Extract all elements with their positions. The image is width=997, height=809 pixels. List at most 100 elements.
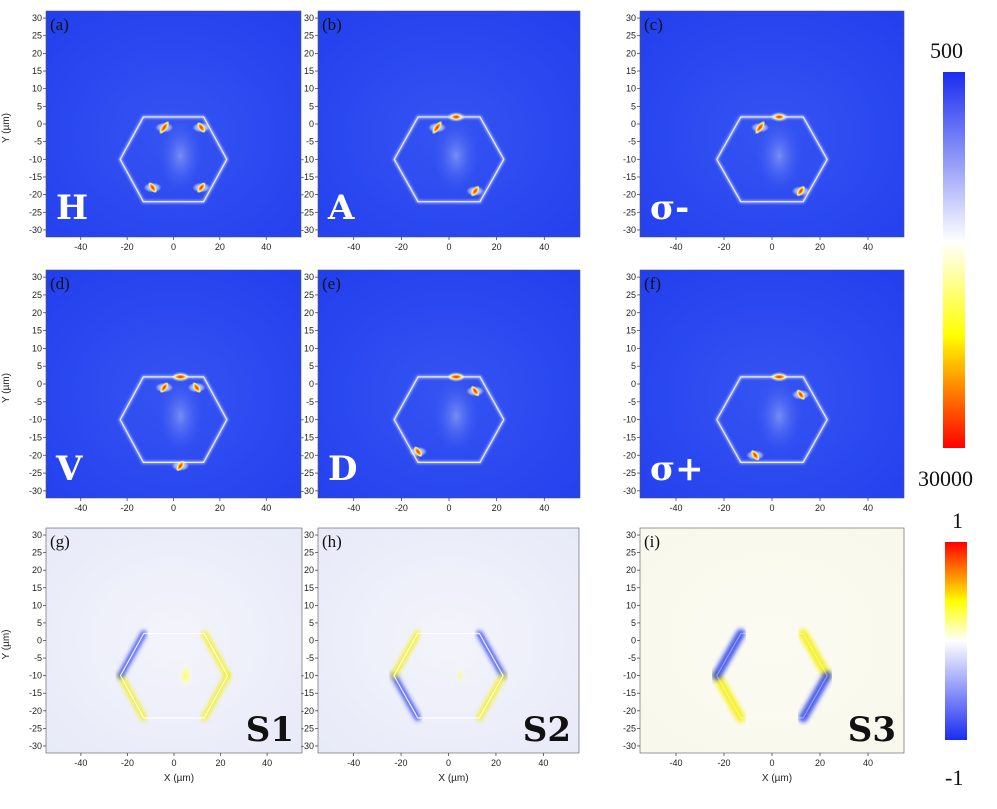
y-tick-label: 0 xyxy=(37,379,42,389)
x-tick-label: 0 xyxy=(446,758,451,768)
y-tick-label: 10 xyxy=(304,343,314,353)
x-axis-label: X (µm) xyxy=(164,773,194,784)
x-tick-label: 40 xyxy=(262,758,272,768)
hotspot xyxy=(192,381,202,394)
hexagon-edge xyxy=(119,632,229,719)
y-tick-label: 20 xyxy=(32,565,42,575)
x-tick-label: -40 xyxy=(347,503,360,513)
hotspot xyxy=(148,181,158,194)
y-tick-label: 20 xyxy=(304,48,314,58)
y-tick-label: 0 xyxy=(37,636,42,646)
y-tick-label: 5 xyxy=(631,361,636,371)
y-tick-label: 15 xyxy=(304,583,314,593)
y-tick-label: 0 xyxy=(309,636,314,646)
y-tick-label: -5 xyxy=(628,137,636,147)
hotspot xyxy=(772,113,786,120)
x-tick-label: -40 xyxy=(74,758,87,768)
y-tick-label: 20 xyxy=(304,565,314,575)
mode-label: σ+ xyxy=(650,449,704,489)
y-tick-label: 5 xyxy=(309,101,314,111)
x-tick-label: -20 xyxy=(121,242,134,252)
y-tick-label: 10 xyxy=(32,343,42,353)
y-tick-label: 0 xyxy=(309,119,314,129)
x-tick-label: 20 xyxy=(815,758,825,768)
y-tick-label: 25 xyxy=(626,31,636,41)
x-axis-label: X (µm) xyxy=(762,773,792,784)
hotspot xyxy=(159,120,170,135)
y-tick-label: 0 xyxy=(309,379,314,389)
panel-label: (c) xyxy=(644,15,663,34)
y-tick-label: -20 xyxy=(623,450,636,460)
y-tick-label: 30 xyxy=(626,530,636,540)
panel-g: 30 25 20 15 10 5 0 -5 -10 -15 -20 -25 -30 -40 -20 0 20 40… xyxy=(1,527,303,784)
y-tick-label: 15 xyxy=(626,326,636,336)
panel-c: 30 25 20 15 10 5 0 -5 -10 -15 -20 -25 -30 -40 -20 0 20 40… xyxy=(623,10,905,252)
y-tick-label: 20 xyxy=(626,308,636,318)
mode-label: A xyxy=(327,188,355,228)
y-tick-label: 30 xyxy=(304,530,314,540)
hotspot xyxy=(754,120,766,135)
plot-content xyxy=(712,628,832,723)
y-tick-label: 15 xyxy=(626,66,636,76)
hotspot xyxy=(413,446,423,458)
panel-d: 30 25 20 15 10 5 0 -5 -10 -15 -20 -25 -30 -40 -20 0 20 40… xyxy=(1,269,302,513)
x-tick-label: 20 xyxy=(215,503,225,513)
panel-i: 30 25 20 15 10 5 0 -5 -10 -15 -20 -25 -30 -40 -20 0 20 40… xyxy=(623,527,905,784)
y-tick-label: -20 xyxy=(29,706,42,716)
y-tick-label: 20 xyxy=(32,48,42,58)
x-axis-label: X (µm) xyxy=(438,773,468,784)
x-tick-label: 0 xyxy=(769,242,774,252)
y-tick-label: -5 xyxy=(34,137,42,147)
y-tick-label: -30 xyxy=(623,741,636,751)
panel-label: (a) xyxy=(50,15,69,34)
x-tick-label: -40 xyxy=(74,503,87,513)
y-tick-label: -10 xyxy=(301,415,314,425)
y-tick-label: 0 xyxy=(631,379,636,389)
y-tick-label: 5 xyxy=(309,618,314,628)
y-axis-label: Y (µm) xyxy=(1,373,12,403)
hotspot xyxy=(431,120,443,135)
stokes-edge xyxy=(712,628,746,681)
plot-content xyxy=(715,371,829,464)
y-tick-label: -10 xyxy=(623,415,636,425)
x-tick-label: 40 xyxy=(539,242,549,252)
y-tick-label: -20 xyxy=(301,450,314,460)
y-axis-label: Y (µm) xyxy=(1,629,12,659)
stokes-colorbar-gradient xyxy=(945,542,967,740)
y-tick-label: -10 xyxy=(29,154,42,164)
y-tick-label: 30 xyxy=(626,13,636,23)
y-tick-label: -25 xyxy=(623,468,636,478)
y-tick-label: -5 xyxy=(306,137,314,147)
y-tick-label: 25 xyxy=(304,290,314,300)
y-tick-label: 25 xyxy=(626,290,636,300)
y-tick-label: -15 xyxy=(29,432,42,442)
panel-label: (d) xyxy=(50,274,70,293)
x-tick-label: 0 xyxy=(446,503,451,513)
center-glow xyxy=(454,665,467,686)
hotspot xyxy=(796,389,806,401)
y-tick-label: -15 xyxy=(623,432,636,442)
x-tick-label: 20 xyxy=(492,503,502,513)
x-tick-label: 40 xyxy=(539,503,549,513)
y-tick-label: -20 xyxy=(301,190,314,200)
center-glow xyxy=(755,116,804,195)
panel-label: (e) xyxy=(322,274,341,293)
panel-label: (b) xyxy=(322,15,342,34)
intensity-colorbar-min-label: 30000 xyxy=(918,466,973,491)
panel-label: (h) xyxy=(322,532,342,551)
x-tick-label: -20 xyxy=(395,758,408,768)
y-tick-label: -5 xyxy=(306,397,314,407)
y-tick-label: 30 xyxy=(304,13,314,23)
mode-label: S3 xyxy=(848,710,896,750)
x-tick-label: 40 xyxy=(863,503,873,513)
y-tick-label: -20 xyxy=(29,190,42,200)
y-tick-label: 10 xyxy=(304,84,314,94)
plot-content xyxy=(117,630,231,721)
x-tick-label: 40 xyxy=(538,758,548,768)
hexagon-edge xyxy=(716,116,828,203)
y-tick-label: 0 xyxy=(631,119,636,129)
stokes-edge xyxy=(712,671,746,723)
y-tick-label: -15 xyxy=(29,172,42,182)
mode-label: σ- xyxy=(650,188,689,228)
y-tick-label: -25 xyxy=(623,723,636,733)
